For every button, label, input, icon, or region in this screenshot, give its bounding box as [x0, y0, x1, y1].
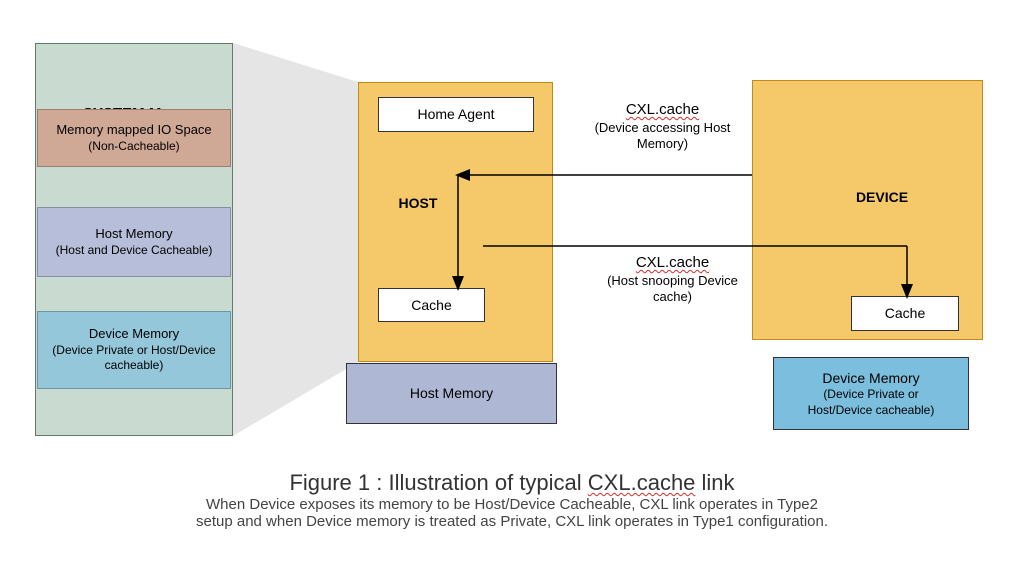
caption-title-post: link — [695, 470, 734, 495]
device-cache-box: Cache — [851, 296, 959, 331]
host-memory-segment: Host Memory (Host and Device Cacheable) — [37, 207, 231, 277]
caption-line1: When Device exposes its memory to be Hos… — [62, 496, 962, 513]
caption-title-squiggle: CXL.cache — [588, 470, 696, 495]
mmio-sub: (Non-Cacheable) — [88, 139, 179, 155]
arrow-bottom-title: CXL.cache — [636, 254, 709, 271]
host-memory-box-label: Host Memory — [410, 384, 493, 402]
caption-title-pre: Figure 1 : Illustration of typical — [289, 470, 587, 495]
device-memory-box-sub1: (Device Private or — [823, 387, 918, 403]
arrow-bottom-label: CXL.cache (Host snooping Device cache) — [580, 253, 765, 306]
arrow-bottom-sub1: (Host snooping Device — [580, 273, 765, 290]
arrow-bottom-sub2: cache) — [580, 289, 765, 306]
caption-line2: setup and when Device memory is treated … — [62, 513, 962, 530]
arrow-top-label: CXL.cache (Device accessing Host Memory) — [570, 100, 755, 153]
arrow-top-sub2: Memory) — [570, 136, 755, 153]
arrow-top-title: CXL.cache — [626, 101, 699, 118]
arrow-top-sub1: (Device accessing Host — [570, 120, 755, 137]
device-memory-box-title: Device Memory — [822, 369, 919, 387]
figure-caption: Figure 1 : Illustration of typical CXL.c… — [62, 470, 962, 530]
home-agent-label: Home Agent — [417, 105, 494, 123]
device-memory-seg-title: Device Memory — [89, 326, 179, 343]
device-cache-label: Cache — [885, 304, 925, 322]
host-memory-box: Host Memory — [346, 363, 557, 424]
device-memory-box-sub2: Host/Device cacheable) — [808, 403, 935, 419]
host-cache-label: Cache — [411, 296, 451, 314]
mmio-title: Memory mapped IO Space — [56, 122, 211, 139]
device-memory-box: Device Memory (Device Private or Host/De… — [773, 357, 969, 430]
host-memory-seg-title: Host Memory — [95, 226, 172, 243]
mmio-segment: Memory mapped IO Space (Non-Cacheable) — [37, 109, 231, 167]
host-label: HOST — [378, 194, 458, 214]
device-memory-seg-sub: (Device Private or Host/Device cacheable… — [38, 343, 230, 374]
host-cache-box: Cache — [378, 288, 485, 322]
device-memory-segment: Device Memory (Device Private or Host/De… — [37, 311, 231, 389]
host-memory-seg-sub: (Host and Device Cacheable) — [48, 243, 221, 259]
home-agent-box: Home Agent — [378, 97, 534, 132]
device-label: DEVICE — [832, 188, 932, 208]
